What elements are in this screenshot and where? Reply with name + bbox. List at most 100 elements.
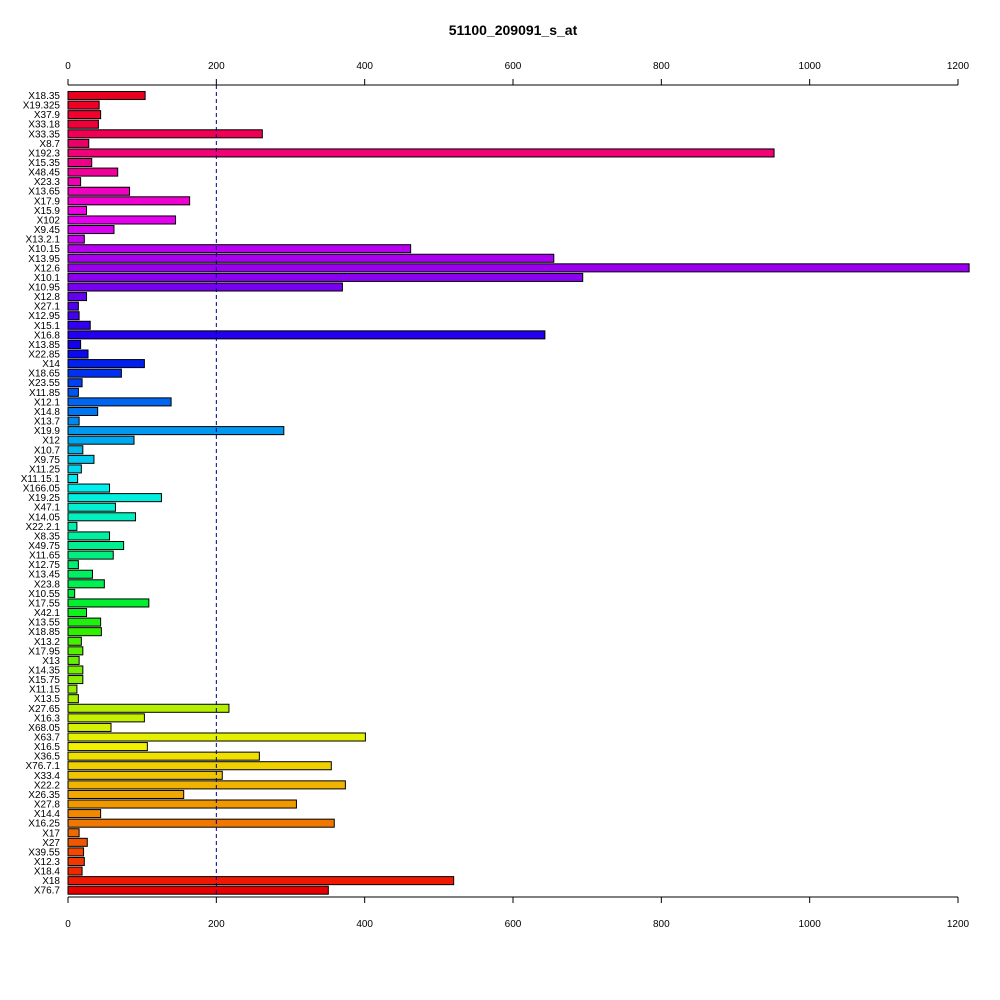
bar [67,713,145,723]
category-label: X10.7 [34,445,61,456]
bar [67,483,111,493]
category-label: X12.95 [28,311,60,322]
bar [67,569,93,579]
x-tick-label: 200 [208,919,225,930]
bar [67,655,80,665]
category-label: X10.15 [28,244,60,255]
category-label: X192.3 [28,148,60,159]
category-label: X12.6 [34,263,61,274]
bar [67,445,84,455]
category-label: X33.18 [28,120,60,131]
x-tick-label: 1200 [947,61,970,72]
bar [67,253,555,263]
bar [67,406,99,416]
category-label: X11.15.1 [21,474,61,485]
bar [67,234,85,244]
category-label: X47.1 [34,503,61,514]
category-label: X18.35 [28,91,60,102]
bar [67,560,79,570]
category-label: X17 [42,828,60,839]
category-label: X13.2 [34,637,61,648]
category-label: X17.9 [34,196,61,207]
category-label: X33.35 [28,129,60,140]
category-label: X22.2 [34,780,61,791]
category-label: X76.7 [34,886,61,897]
category-label: X27.1 [34,302,61,313]
category-label: X63.7 [34,733,61,744]
category-label: X18.85 [28,627,60,638]
bar [67,876,455,886]
category-label: X13.2.1 [26,235,61,246]
bar [67,272,584,282]
bar [67,282,343,292]
chart-title: 51100_209091_s_at [449,22,578,38]
bar [67,148,775,158]
x-tick-label: 200 [208,61,225,72]
category-label: X14.4 [34,809,61,820]
category-label: X17.55 [28,598,60,609]
category-label: X18 [42,876,60,887]
bar [67,435,135,445]
category-label: X36.5 [34,752,61,763]
category-label: X12.8 [34,292,61,303]
category-label: X13.95 [28,254,60,265]
bar [67,387,79,397]
category-label: X14.05 [28,512,60,523]
x-tick-label: 1000 [799,61,822,72]
category-label: X49.75 [28,541,60,552]
category-label: X166.05 [23,484,61,495]
x-tick-label: 800 [653,919,670,930]
category-label: X16.8 [34,330,61,341]
category-label: X12 [42,436,60,447]
x-tick-label: 400 [356,61,373,72]
bar [67,177,82,187]
bar [67,100,100,110]
category-label: X13.45 [28,570,60,581]
bar [67,205,88,215]
bar [67,751,260,761]
category-label: X18.65 [28,369,60,380]
bar [67,110,102,120]
category-label: X42.1 [34,608,61,619]
bar [67,703,230,713]
bar [67,215,177,225]
category-label: X102 [37,215,61,226]
category-label: X27 [42,838,60,849]
category-label: X11.85 [29,388,60,399]
bar [67,454,95,464]
bar [67,138,90,148]
bar [67,158,93,168]
bar [67,225,115,235]
category-label: X13.5 [34,694,61,705]
bar [67,694,79,704]
bar [67,368,122,378]
category-label: X11.65 [29,551,60,562]
bar [67,378,83,388]
category-label: X13.7 [34,417,61,428]
bar [67,196,191,206]
bar [67,339,82,349]
category-label: X33.4 [34,771,61,782]
bar [67,866,83,876]
x-tick-label: 400 [356,919,373,930]
bar [67,684,78,694]
bar [67,320,91,330]
bar [67,426,285,436]
bar [67,828,80,838]
bar [67,512,136,522]
bar [67,397,172,407]
bar [67,311,80,321]
bar [67,799,297,809]
x-tick-label: 800 [653,61,670,72]
bar [67,818,335,828]
bar [67,837,88,847]
category-label: X76.7.1 [26,761,61,772]
category-label: X10.55 [28,589,60,600]
category-label: X14.8 [34,407,61,418]
category-label: X23.8 [34,579,61,590]
bar [67,502,116,512]
bar [67,761,332,771]
x-tick-label: 600 [505,61,522,72]
